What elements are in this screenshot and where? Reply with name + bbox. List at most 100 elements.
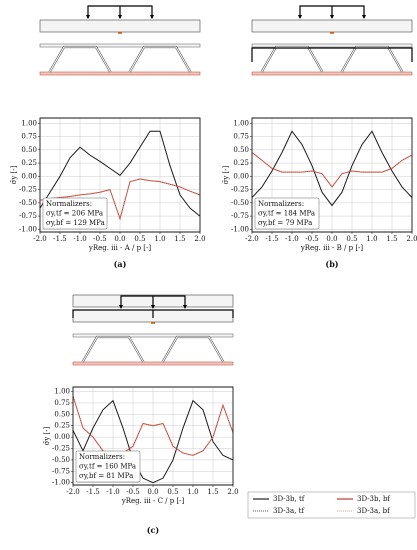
- legend-label: 3D-3b, bf: [357, 495, 391, 503]
- x-axis-label: yReg. iii - A / p [-]: [88, 244, 151, 252]
- core-inner: [82, 336, 224, 363]
- x-tick-label: -0.5: [93, 235, 107, 243]
- caption: (c): [147, 525, 160, 535]
- y-tick-label: 0.50: [21, 146, 37, 154]
- legend-box: [247, 491, 416, 519]
- bottom-flange: [39, 71, 201, 76]
- support-frame: [251, 47, 413, 62]
- caption: (b): [325, 259, 338, 269]
- x-tick-label: 1.0: [187, 488, 198, 496]
- y-tick-label: -0.25: [52, 445, 70, 453]
- y-tick-label: -1.00: [52, 479, 70, 487]
- arrow-head: [119, 305, 123, 309]
- caption: (a): [114, 259, 127, 269]
- x-tick-label: 2.0: [227, 488, 238, 496]
- y-tick-label: -1.00: [19, 225, 37, 233]
- x-tick-label: 0.5: [167, 488, 178, 496]
- annotation-box: [254, 197, 320, 230]
- y-tick-label: -0.50: [52, 456, 70, 464]
- y-tick-label: -0.25: [19, 186, 37, 194]
- y-tick-label: 0.00: [21, 172, 37, 180]
- x-tick-label: 0.0: [326, 235, 337, 243]
- x-tick-label: -1.5: [265, 235, 279, 243]
- arrow-head: [183, 305, 187, 309]
- x-tick-label: -2.0: [245, 235, 259, 243]
- series-line: [251, 130, 413, 207]
- core: [81, 335, 225, 363]
- series-line: [72, 396, 234, 456]
- y-tick-label: -0.75: [19, 212, 37, 220]
- support-frame: [72, 309, 234, 318]
- arrow-head: [86, 15, 90, 19]
- x-tick-label: 1.5: [386, 235, 397, 243]
- x-tick-label: -0.5: [305, 235, 319, 243]
- y-tick-label: -0.75: [52, 467, 70, 475]
- top-flange: [251, 43, 413, 48]
- legend-label: 3D-3a, tf: [273, 507, 305, 515]
- annotation: σy,bf = 129 MPa: [46, 219, 105, 227]
- y-tick-label: 0.75: [21, 133, 37, 141]
- x-tick-label: 0.5: [346, 235, 357, 243]
- y-tick-label: 0.75: [54, 399, 70, 407]
- x-axis-label: yReg. iii - B / p [-]: [300, 244, 364, 252]
- y-tick-label: -0.50: [231, 199, 249, 207]
- top-flange: [39, 43, 201, 48]
- x-tick-label: -1.5: [86, 488, 100, 496]
- legend-label: 3D-3b, tf: [273, 495, 306, 503]
- annotation: Normalizers:: [79, 453, 125, 461]
- y-tick-label: 0.00: [233, 172, 249, 180]
- y-tick-label: 1.00: [21, 119, 37, 127]
- plate: [251, 19, 413, 33]
- annotation: Normalizers:: [258, 200, 304, 208]
- annotation: σy,bf = 79 MPa: [258, 219, 312, 227]
- series-line: [72, 400, 234, 484]
- annotation: σy,tf = 160 MPa: [79, 463, 136, 471]
- plot-frame: [251, 117, 413, 233]
- core-inner: [261, 46, 403, 73]
- annotation: σy,bf = 81 MPa: [79, 472, 133, 480]
- y-tick-label: -1.00: [231, 225, 249, 233]
- x-tick-label: 0.0: [114, 235, 125, 243]
- y-tick-label: 0.50: [54, 410, 70, 418]
- x-tick-label: -2.0: [66, 488, 80, 496]
- annotation: σy,tf = 206 MPa: [46, 210, 103, 218]
- y-axis-label: σ̄y [-]: [222, 165, 230, 184]
- x-tick-label: 0.0: [147, 488, 158, 496]
- y-tick-label: 0.25: [21, 159, 37, 167]
- x-tick-label: 2.0: [406, 235, 417, 243]
- x-tick-label: -1.0: [285, 235, 299, 243]
- y-tick-label: 0.50: [233, 146, 249, 154]
- arrow-head: [298, 15, 302, 19]
- x-tick-label: -2.0: [33, 235, 47, 243]
- y-axis-label: σ̄y [-]: [10, 165, 18, 184]
- annotation-box: [42, 197, 108, 230]
- y-tick-label: -0.25: [231, 186, 249, 194]
- y-tick-label: -0.75: [231, 212, 249, 220]
- bottom-flange: [251, 71, 413, 76]
- y-tick-label: 0.25: [54, 422, 70, 430]
- core-inner: [49, 46, 191, 73]
- annotation: Normalizers:: [46, 200, 92, 208]
- annotation-box: [75, 450, 141, 483]
- x-tick-label: -1.0: [106, 488, 120, 496]
- x-tick-label: 2.0: [194, 235, 205, 243]
- bottom-flange: [72, 361, 234, 366]
- x-tick-label: -0.5: [126, 488, 140, 496]
- core: [48, 45, 192, 73]
- arrow-head: [118, 15, 122, 19]
- y-axis-label: σ̄y [-]: [43, 426, 51, 445]
- y-tick-label: 1.00: [54, 388, 70, 396]
- series-line: [39, 130, 201, 217]
- y-tick-label: -0.50: [19, 199, 37, 207]
- plate: [39, 19, 201, 33]
- arrow-head: [150, 15, 154, 19]
- arrow-head: [330, 15, 334, 19]
- plot-frame: [39, 117, 201, 233]
- top-flange: [72, 333, 234, 338]
- legend-label: 3D-3a, bf: [357, 507, 391, 515]
- series-line: [251, 152, 413, 188]
- plot-frame: [72, 386, 234, 486]
- x-tick-label: 1.5: [207, 488, 218, 496]
